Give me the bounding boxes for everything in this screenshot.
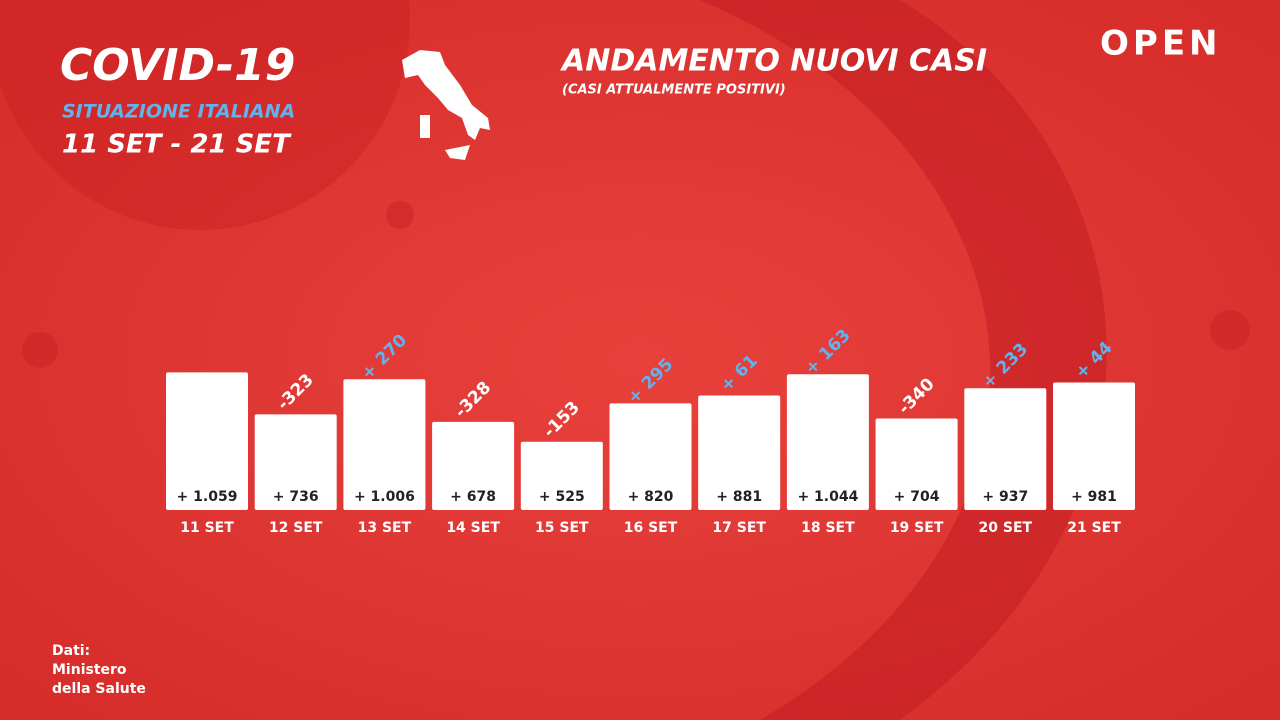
bar [698, 395, 781, 510]
bg-decoration [0, 0, 410, 230]
value-label: + 820 [628, 489, 674, 505]
x-tick-label: 12 SET [269, 520, 323, 536]
value-label: + 736 [273, 489, 319, 505]
value-label: + 525 [539, 489, 585, 505]
value-label: + 981 [1071, 489, 1117, 505]
bar [875, 418, 958, 510]
bar [964, 388, 1047, 510]
value-label: + 704 [894, 489, 940, 505]
x-tick-label: 17 SET [712, 520, 766, 536]
value-label: + 937 [982, 489, 1028, 505]
x-tick-label: 15 SET [535, 520, 589, 536]
bar [609, 403, 692, 510]
source: della Salute [52, 681, 146, 697]
bg-decoration [1210, 310, 1250, 350]
bg-decoration [386, 201, 414, 229]
title: COVID-19 [60, 40, 295, 91]
bg-decoration [700, 0, 1107, 720]
x-tick-label: 19 SET [890, 520, 944, 536]
chart-subtitle: (CASI ATTUALMENTE POSITIVI) [562, 83, 786, 98]
x-tick-label: 14 SET [446, 520, 500, 536]
bg-decoration [22, 332, 58, 368]
bar [786, 374, 869, 510]
x-tick-label: 20 SET [979, 520, 1033, 536]
chart-title: ANDAMENTO NUOVI CASI [560, 44, 987, 79]
source: Ministero [52, 662, 127, 678]
bar [520, 441, 603, 510]
value-label: + 678 [450, 489, 496, 505]
bar [1053, 382, 1135, 510]
bar [254, 414, 337, 510]
bar [166, 372, 248, 510]
value-label: + 1.006 [354, 489, 415, 505]
x-tick-label: 16 SET [624, 520, 678, 536]
subtitle: SITUAZIONE ITALIANA [62, 101, 295, 123]
value-label: + 1.044 [797, 489, 858, 505]
value-label: + 881 [716, 489, 762, 505]
italy-map [402, 50, 490, 160]
bar [432, 421, 515, 510]
period: 11 SET - 21 SET [62, 130, 292, 160]
x-tick-label: 21 SET [1067, 520, 1121, 536]
x-tick-label: 11 SET [180, 520, 234, 536]
value-label: + 1.059 [177, 489, 238, 505]
x-tick-label: 18 SET [801, 520, 855, 536]
bar [343, 379, 426, 510]
logo: OPEN [1100, 24, 1222, 64]
source: Dati: [52, 643, 90, 659]
x-tick-label: 13 SET [358, 520, 412, 536]
